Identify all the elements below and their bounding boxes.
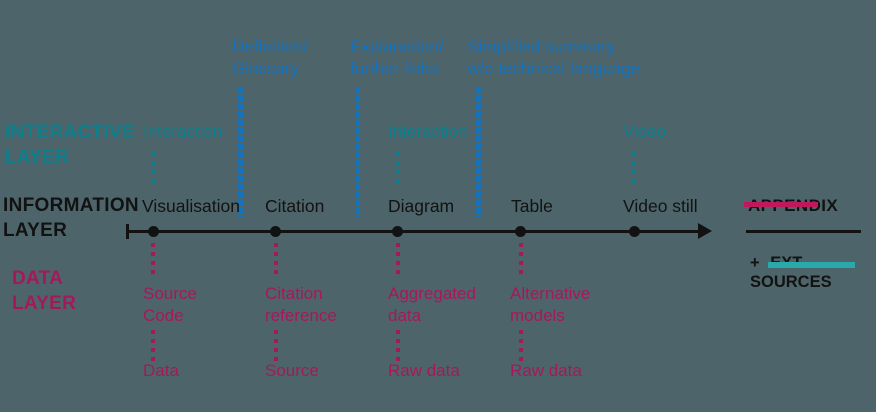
timeline-label-visualisation: Visualisation (142, 196, 240, 216)
interactive-item-video: Video (623, 122, 667, 141)
interactive-item-interaction-2: Interaction (388, 122, 468, 141)
ext-sources-strikethrough (768, 262, 855, 268)
pink-dotted-line (519, 243, 523, 277)
timeline-label-diagram: Diagram (388, 196, 455, 216)
data-item-source-code: Source Code (143, 284, 197, 325)
pink-dotted-line (151, 330, 155, 361)
pink-dotted-line (274, 330, 278, 361)
pink-dotted-line (396, 330, 400, 361)
timeline-point-video-still (629, 226, 640, 237)
axis-arrowhead-icon (698, 223, 712, 239)
ext-sources: + EXT. SOURCES (750, 254, 876, 292)
data-item-alternative-models: Alternative models (510, 284, 591, 325)
data-item-raw-data-1: Raw data (388, 361, 460, 380)
timeline-label-video-still: Video still (623, 196, 698, 216)
ext-sources-label: EXT. SOURCES (750, 254, 832, 291)
pink-dotted-line (519, 330, 523, 361)
interactive-layer-label: INTERACTIVE LAYER (5, 122, 135, 168)
blue-dotted-line (238, 88, 243, 218)
timeline-point-diagram (392, 226, 403, 237)
pink-dotted-line (151, 243, 155, 277)
blue-dotted-line (476, 88, 481, 218)
data-item-data: Data (143, 361, 179, 380)
information-layer-label: INFORMATION LAYER (3, 195, 139, 241)
appendix-divider-line (746, 230, 861, 233)
pink-dotted-line (274, 243, 278, 277)
teal-dotted-line (396, 152, 400, 188)
annotation-definition-glossary: Definition/ Glossary (232, 37, 308, 78)
teal-dotted-line (632, 152, 636, 188)
data-item-raw-data-2: Raw data (510, 361, 582, 380)
ext-sources-plus: + (750, 254, 760, 272)
data-item-citation-reference: Citation reference (265, 284, 337, 325)
data-item-aggregated-data: Aggregated data (388, 284, 476, 325)
interactive-item-interaction-1: Interaction (143, 122, 223, 141)
timeline-point-visualisation (148, 226, 159, 237)
annotation-simplified-summary: Simplified summary w/o technical languag… (467, 37, 640, 78)
data-layer-label: DATA LAYER (12, 268, 77, 314)
timeline-point-table (515, 226, 526, 237)
teal-dotted-line (151, 152, 155, 188)
timeline-label-citation: Citation (265, 196, 325, 216)
annotation-explanation-links: Explanation/ further links (350, 37, 444, 78)
timeline-axis (127, 230, 700, 233)
blue-dotted-line (355, 88, 360, 218)
pink-dotted-line (396, 243, 400, 277)
timeline-point-citation (270, 226, 281, 237)
data-item-source: Source (265, 361, 319, 380)
appendix-strikethrough (744, 202, 818, 207)
timeline-label-table: Table (511, 196, 553, 216)
